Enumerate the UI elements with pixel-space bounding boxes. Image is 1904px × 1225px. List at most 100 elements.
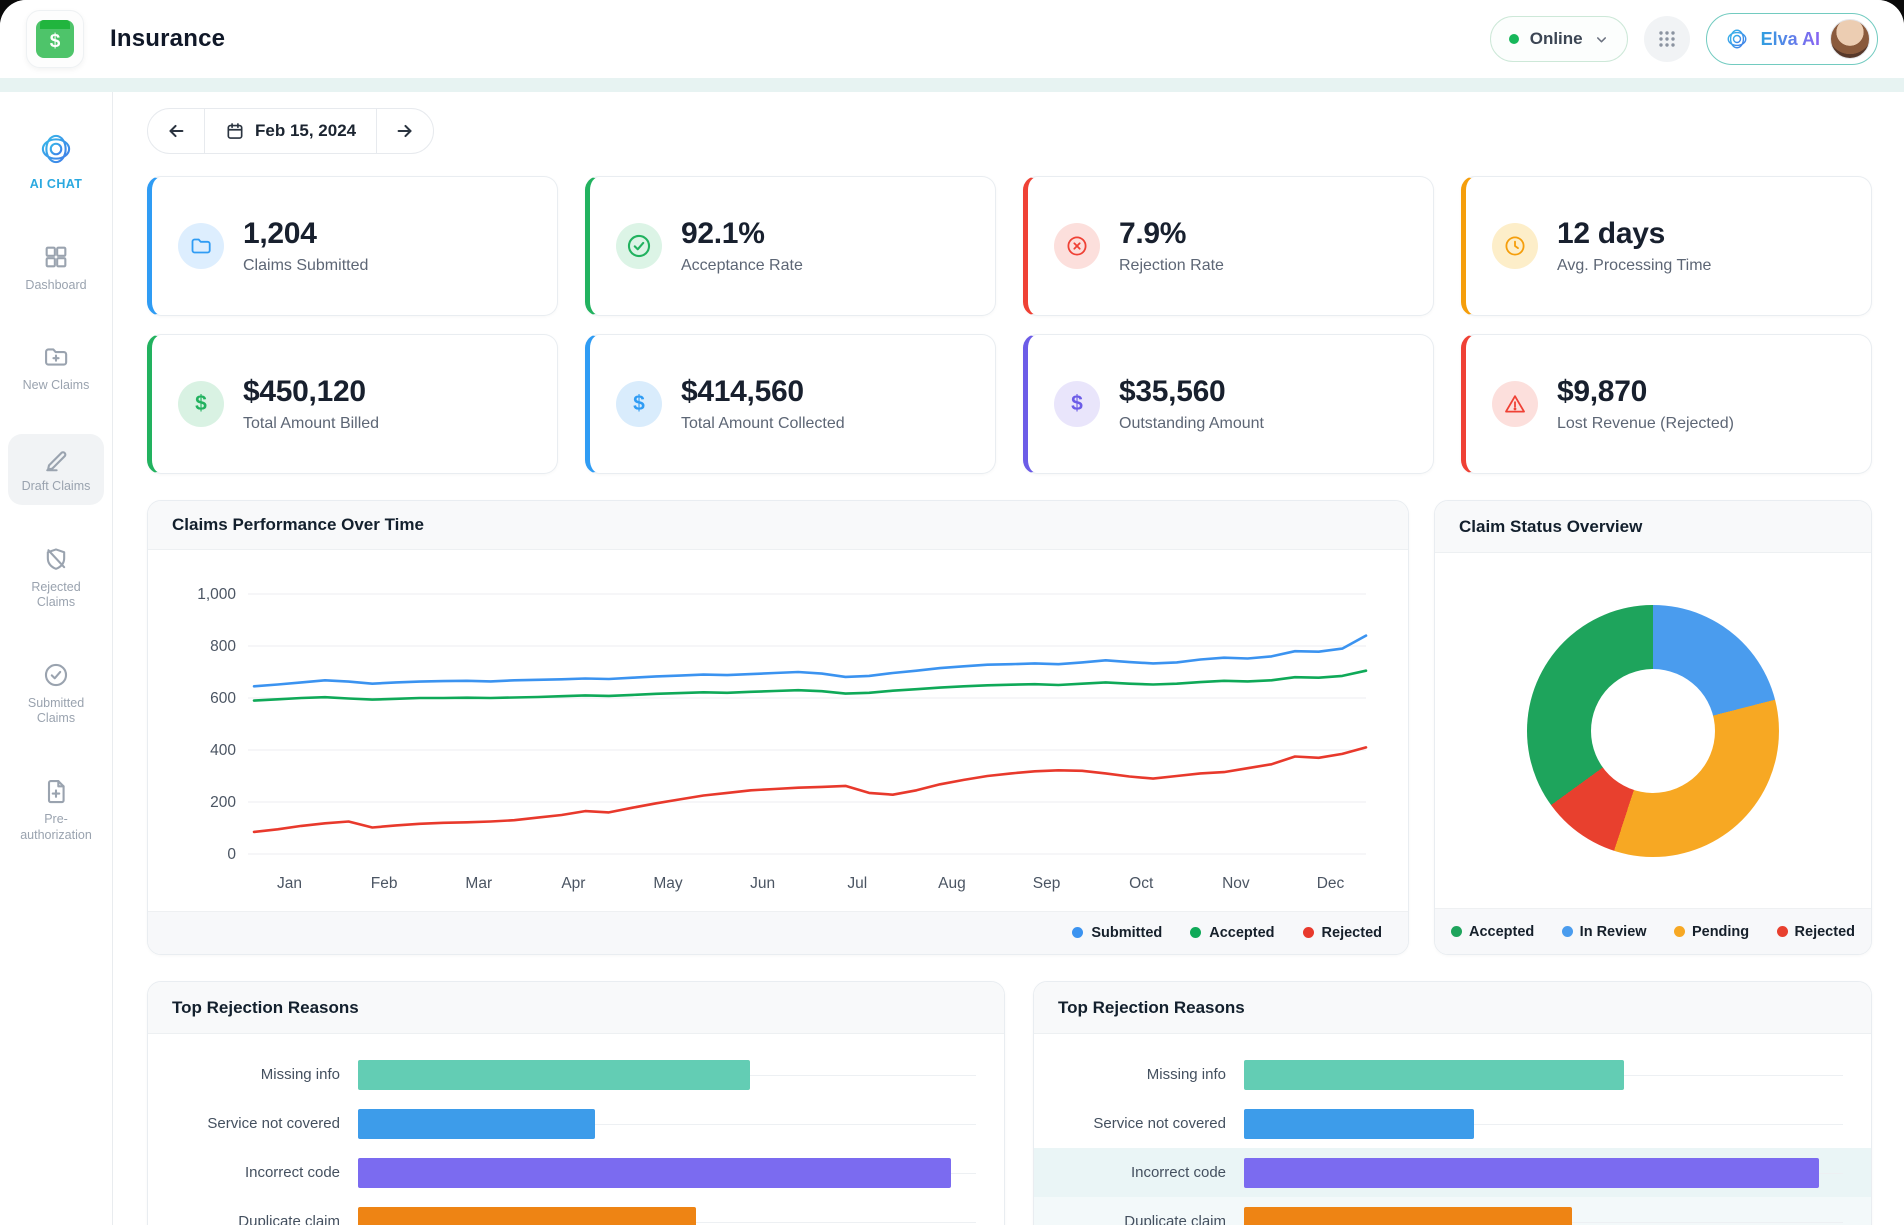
sidebar-item-dashboard[interactable]: Dashboard: [8, 233, 104, 304]
apps-grid-button[interactable]: [1643, 16, 1690, 62]
prev-date-button[interactable]: [148, 109, 204, 153]
sidebar-item-label: Draft Claims: [21, 478, 91, 493]
grid-dots-icon: [1658, 31, 1675, 47]
svg-text:Oct: Oct: [1129, 875, 1154, 892]
kpi-value: $450,120: [243, 375, 366, 408]
bar-value: [1244, 1108, 1475, 1139]
bar-value: [358, 1108, 596, 1139]
kpi-value: $9,870: [1557, 375, 1647, 408]
current-date: Feb 15, 2024: [255, 121, 357, 140]
legend-dot-icon: [1190, 927, 1202, 939]
kpi-label: Rejection Rate: [1119, 257, 1224, 274]
bar-value: [1244, 1206, 1572, 1225]
sidebar-item-ai-chat[interactable]: AI CHAT: [8, 118, 104, 203]
bar-row-missing-info: Missing info: [148, 1050, 1004, 1099]
kpi-label: Outstanding Amount: [1119, 415, 1264, 432]
shield-off-icon: [42, 545, 70, 573]
line-chart-legend: Submitted Accepted Rejected: [1072, 925, 1408, 941]
clock-icon: [1492, 223, 1538, 269]
kpi-label: Total Amount Billed: [243, 415, 380, 432]
date-picker[interactable]: Feb 15, 2024: [204, 109, 378, 153]
bar-row-service-not-covered: Service not covered: [1034, 1099, 1871, 1148]
bar-row-incorrect-code: Incorrect code: [148, 1148, 1004, 1197]
bar-value: [358, 1206, 697, 1225]
donut-chart-legend: Accepted In Review Pending Rejected: [1435, 908, 1871, 954]
wallet-dollar-icon: $: [36, 20, 74, 58]
check-circle-icon: [616, 223, 662, 269]
legend-item-accepted[interactable]: Accepted: [1451, 924, 1534, 940]
legend-dot-icon: [1776, 926, 1788, 937]
claim-status-card: Claim Status Overview Accepted In Review…: [1434, 500, 1872, 955]
bar-chart: Missing info Service not covered Incorre…: [1034, 1034, 1871, 1225]
bar-row-duplicate-claim: Duplicate claim: [148, 1197, 1004, 1225]
bar-category-label: Service not covered: [207, 1115, 340, 1132]
svg-text:Sep: Sep: [1033, 875, 1061, 892]
folder-icon: [178, 223, 224, 269]
user-name: Elva AI: [1760, 28, 1820, 49]
kpi-card: 1,204 Claims Submitted: [147, 176, 558, 316]
kpi-value: $414,560: [681, 375, 804, 408]
sidebar-item-label: Submitted Claims: [27, 695, 85, 726]
svg-text:Feb: Feb: [371, 875, 398, 892]
svg-text:800: 800: [210, 638, 236, 655]
legend-item-pending[interactable]: Pending: [1673, 924, 1749, 940]
svg-text:200: 200: [210, 794, 236, 811]
pencil-icon: [42, 444, 70, 472]
next-date-button[interactable]: [377, 109, 433, 153]
kpi-card: 12 days Avg. Processing Time: [1461, 176, 1872, 316]
header: $ Insurance Online: [0, 0, 1904, 78]
bar-category-label: Incorrect code: [1130, 1164, 1226, 1181]
sidebar-item-submitted-claims[interactable]: Submitted Claims: [8, 651, 104, 737]
legend-item-accepted[interactable]: Accepted: [1190, 925, 1275, 941]
sidebar-item-pre-authorization[interactable]: Pre-authorization: [8, 767, 104, 853]
dollar-icon: $: [616, 381, 662, 427]
bar-category-label: Missing info: [260, 1066, 340, 1083]
bar-chart: Missing info Service not covered Incorre…: [148, 1034, 1004, 1225]
bar-row-service-not-covered: Service not covered: [148, 1099, 1004, 1148]
bar-value: [358, 1157, 952, 1188]
kpi-card: $ $35,560 Outstanding Amount: [1023, 334, 1434, 474]
online-dot-icon: [1508, 34, 1519, 44]
svg-text:Mar: Mar: [465, 875, 492, 892]
rejection-reasons-card-left: Top Rejection Reasons Missing info Servi…: [147, 981, 1005, 1225]
user-menu-button[interactable]: Elva AI: [1705, 13, 1878, 65]
bar-category-label: Incorrect code: [244, 1164, 340, 1181]
content-top-strip: [0, 78, 1904, 92]
kpi-card: 7.9% Rejection Rate: [1023, 176, 1434, 316]
legend-dot-icon: [1561, 926, 1573, 937]
dollar-icon: $: [1054, 381, 1100, 427]
legend-dot-icon: [1673, 926, 1685, 937]
svg-text:Nov: Nov: [1222, 875, 1250, 892]
bar-row-incorrect-code: Incorrect code: [1034, 1148, 1871, 1197]
bar-gridline: [358, 1123, 976, 1125]
chevron-down-icon: [1596, 36, 1606, 42]
line-chart-svg: 0 200 400 600 800 1,000 Jan Feb Mar Apr May Jun Jul A…: [197, 586, 1368, 892]
calendar-icon: [227, 123, 243, 139]
rejection-reasons-card-right: Top Rejection Reasons Missing info Servi…: [1033, 981, 1872, 1225]
svg-text:Jan: Jan: [277, 875, 302, 892]
kpi-card: $ $414,560 Total Amount Collected: [585, 334, 996, 474]
bar-category-label: Service not covered: [1093, 1115, 1226, 1132]
sidebar-item-rejected-claims[interactable]: Rejected Claims: [8, 535, 104, 621]
svg-text:1,000: 1,000: [197, 586, 236, 603]
online-status-label: Online: [1529, 29, 1583, 48]
page-title: Insurance: [110, 25, 226, 52]
avatar: [1830, 19, 1870, 59]
kpi-grid: 1,204 Claims Submitted 92.1% Acceptance …: [147, 176, 1872, 474]
kpi-label: Avg. Processing Time: [1557, 257, 1712, 274]
legend-item-submitted[interactable]: Submitted: [1072, 925, 1162, 941]
svg-text:Jun: Jun: [750, 875, 775, 892]
legend-item-in-review[interactable]: In Review: [1561, 924, 1647, 940]
legend-dot-icon: [1302, 927, 1314, 939]
bar-gridline: [1244, 1123, 1843, 1125]
bar-value: [1244, 1059, 1624, 1090]
line-chart: 0 200 400 600 800 1,000 Jan Feb Mar Apr May Jun Jul A…: [148, 550, 1408, 911]
claims-performance-card: Claims Performance Over Time 0 200 400 600 8…: [147, 500, 1409, 955]
online-status-dropdown[interactable]: Online: [1489, 16, 1628, 62]
dashboard-grid-icon: [42, 243, 70, 271]
sidebar-item-new-claims[interactable]: New Claims: [8, 333, 104, 404]
legend-item-rejected[interactable]: Rejected: [1302, 925, 1382, 941]
legend-item-rejected[interactable]: Rejected: [1776, 924, 1855, 940]
sidebar-item-draft-claims[interactable]: Draft Claims: [8, 433, 104, 505]
